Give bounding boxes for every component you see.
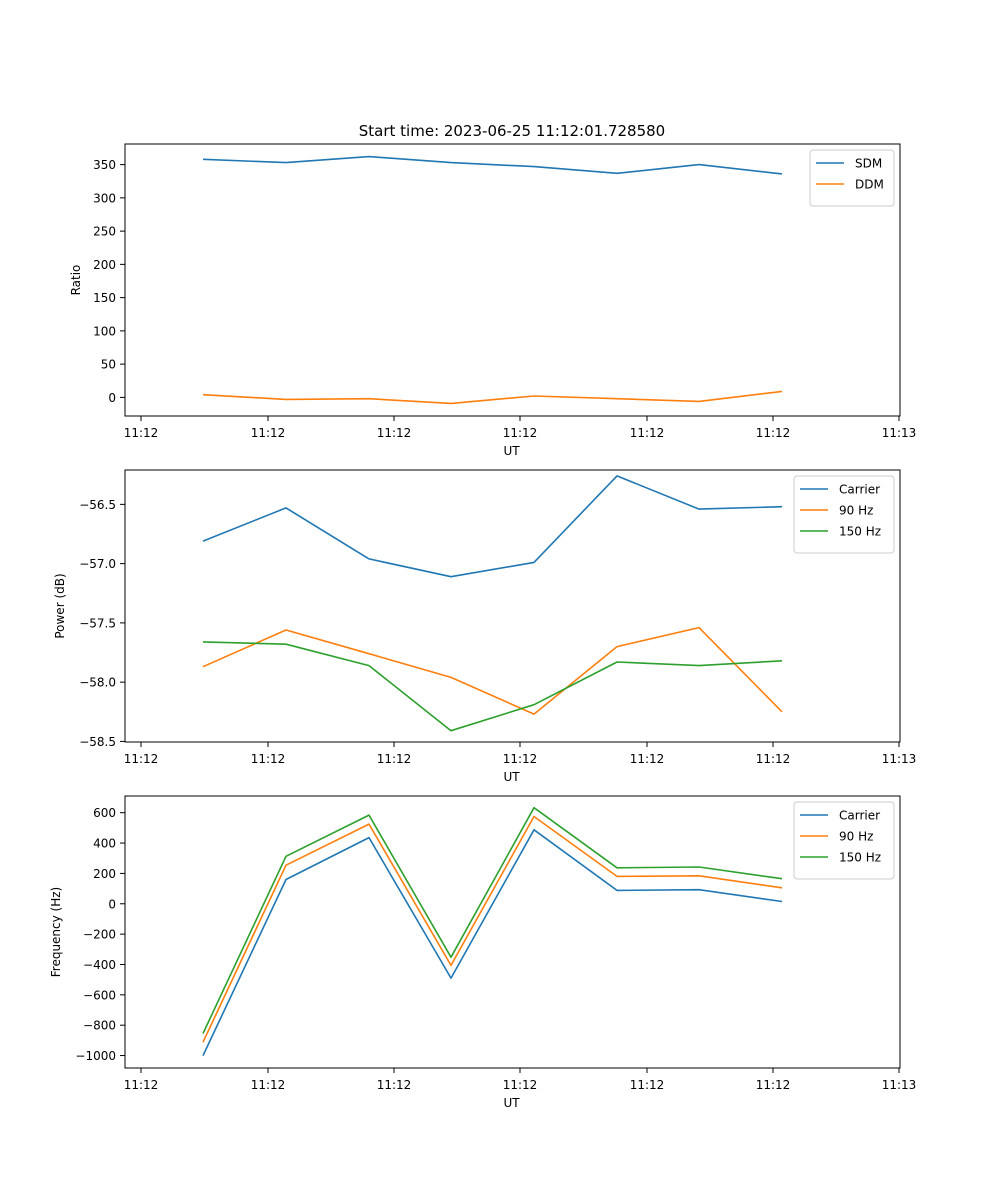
y-tick-label: 150	[93, 291, 116, 305]
x-tick-label: 11:12	[630, 1078, 665, 1092]
y-tick-label: −1000	[75, 1049, 116, 1063]
y-tick-label: 50	[101, 358, 116, 372]
x-axis-label: UT	[503, 1096, 520, 1110]
y-tick-label: −58.0	[79, 676, 116, 690]
legend-entry: 90 Hz	[839, 504, 873, 518]
x-tick-label: 11:12	[630, 426, 665, 440]
x-tick-label: 11:13	[882, 752, 917, 766]
series-line-90-hz	[202, 626, 783, 715]
y-tick-label: 0	[108, 391, 116, 405]
y-axis-label: Frequency (Hz)	[49, 887, 63, 978]
x-tick-label: 11:13	[882, 426, 917, 440]
y-tick-label: −400	[83, 958, 116, 972]
x-axis-label: UT	[503, 770, 520, 784]
y-tick-label: −600	[83, 988, 116, 1002]
x-tick-label: 11:12	[251, 426, 286, 440]
series-line-sdm	[202, 155, 783, 175]
x-tick-label: 11:12	[503, 1078, 538, 1092]
legend-box	[793, 475, 895, 554]
x-tick-label: 11:12	[124, 752, 159, 766]
y-tick-label: 300	[93, 191, 116, 205]
x-tick-label: 11:12	[377, 752, 412, 766]
y-tick-label: −56.5	[79, 498, 116, 512]
x-tick-label: 11:12	[503, 426, 538, 440]
series-line-carrier	[202, 475, 783, 578]
series-line-ddm	[202, 390, 783, 405]
y-axis-label: Power (dB)	[53, 573, 67, 638]
x-axis-label: UT	[503, 444, 520, 458]
legend-entry: Carrier	[839, 483, 880, 497]
y-tick-label: 250	[93, 225, 116, 239]
axes-frame	[124, 795, 901, 1069]
x-tick-label: 11:12	[124, 426, 159, 440]
chart-panel-3: 11:12 11:12 11:12 11:12 11:12 11:12 11:13 UT −10…	[49, 795, 917, 1110]
x-tick-label: 11:12	[756, 426, 791, 440]
y-tick-label: −58.5	[79, 735, 116, 749]
legend-entry: 150 Hz	[839, 525, 881, 539]
series-line-90-hz	[202, 815, 783, 1043]
axes-frame	[124, 469, 901, 743]
y-tick-label: 100	[93, 324, 116, 338]
series-line-carrier	[202, 828, 783, 1056]
y-axis-label: Ratio	[69, 265, 83, 296]
y-tick-label: −800	[83, 1019, 116, 1033]
y-tick-label: −57.5	[79, 616, 116, 630]
x-tick-label: 11:12	[756, 752, 791, 766]
y-tick-label: −57.0	[79, 557, 116, 571]
y-tick-label: 400	[93, 837, 116, 851]
y-tick-label: 200	[93, 258, 116, 272]
legend-entry: DDM	[855, 178, 884, 192]
legend: SDM DDM	[809, 149, 895, 207]
legend-box	[793, 801, 895, 880]
legend: Carrier 90 Hz 150 Hz	[793, 475, 895, 554]
y-tick-label: 0	[108, 897, 116, 911]
x-tick-label: 11:12	[630, 752, 665, 766]
x-tick-label: 11:12	[124, 1078, 159, 1092]
x-tick-label: 11:12	[503, 752, 538, 766]
legend-entry: 150 Hz	[839, 851, 881, 865]
y-tick-label: −200	[83, 928, 116, 942]
legend-entry: 90 Hz	[839, 830, 873, 844]
x-tick-label: 11:12	[377, 1078, 412, 1092]
legend-box	[809, 149, 895, 207]
chart-panel-2: 11:12 11:12 11:12 11:12 11:12 11:12 11:13 UT −58…	[53, 469, 917, 784]
x-tick-label: 11:12	[377, 426, 412, 440]
axes-frame	[124, 143, 901, 417]
x-tick-label: 11:12	[756, 1078, 791, 1092]
legend-entry: SDM	[855, 157, 882, 171]
y-tick-label: 350	[93, 158, 116, 172]
series-line-150-hz	[202, 806, 783, 1034]
y-tick-label: 600	[93, 806, 116, 820]
figure-title: Start time: 2023-06-25 11:12:01.728580	[359, 122, 665, 140]
x-tick-label: 11:13	[882, 1078, 917, 1092]
y-tick-label: 200	[93, 867, 116, 881]
chart-panel-1: 11:12 11:12 11:12 11:12 11:12 11:12 11:13 UT 0 50…	[69, 143, 917, 458]
series-line-150-hz	[202, 641, 783, 732]
x-tick-label: 11:12	[251, 1078, 286, 1092]
legend-entry: Carrier	[839, 809, 880, 823]
legend: Carrier 90 Hz 150 Hz	[793, 801, 895, 880]
x-tick-label: 11:12	[251, 752, 286, 766]
